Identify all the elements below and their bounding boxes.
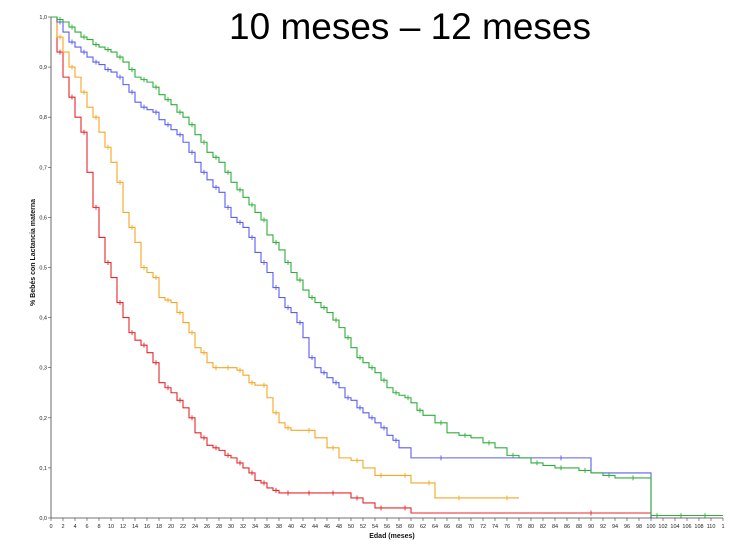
x-tick-label: 94 (612, 524, 618, 530)
y-tick-label: 0,5 (39, 266, 47, 272)
x-tick-label: 28 (216, 524, 222, 530)
y-tick-label: 0,7 (39, 165, 47, 171)
x-tick-label: 32 (240, 524, 246, 530)
x-tick-label: 50 (348, 524, 354, 530)
x-tick-label: 12 (120, 524, 126, 530)
series-line-1 (51, 16, 652, 518)
x-tick-label: 80 (528, 524, 534, 530)
x-tick-label: 26 (204, 524, 210, 530)
y-tick-label: 0,1 (39, 466, 47, 472)
x-tick-label: 1 (721, 524, 724, 530)
chart-title: 10 meses – 12 meses (229, 6, 591, 47)
x-tick-label: 18 (156, 524, 162, 530)
x-tick-label: 62 (420, 524, 426, 530)
x-tick-label: 92 (600, 524, 606, 530)
x-tick-label: 66 (444, 524, 450, 530)
x-tick-label: 82 (540, 524, 546, 530)
x-tick-label: 42 (300, 524, 306, 530)
x-tick-label: 104 (670, 524, 679, 530)
x-tick-label: 30 (228, 524, 234, 530)
y-axis-title: % Bebés con Lactancia materna (30, 199, 37, 306)
x-tick-label: 88 (576, 524, 582, 530)
x-tick-label: 68 (456, 524, 462, 530)
x-tick-label: 64 (432, 524, 438, 530)
x-tick-label: 38 (276, 524, 282, 530)
series-layer (51, 16, 723, 518)
x-tick-label: 36 (264, 524, 270, 530)
x-tick-label: 16 (144, 524, 150, 530)
x-tick-label: 60 (408, 524, 414, 530)
x-tick-label: 96 (624, 524, 630, 530)
x-tick-label: 84 (552, 524, 558, 530)
y-tick-label: 0,3 (39, 366, 47, 372)
x-tick-label: 106 (682, 524, 691, 530)
x-tick-label: 46 (324, 524, 330, 530)
x-tick-label: 40 (288, 524, 294, 530)
x-tick-label: 52 (360, 524, 366, 530)
x-tick-label: 8 (97, 524, 100, 530)
x-axis: 0 2 4 6 8 10 12 14 16 18 20 22 24 26 28 30 32 34 36 38 40 42 4… (49, 517, 725, 530)
x-tick-label: 110 (707, 524, 716, 530)
x-tick-label: 10 (108, 524, 114, 530)
x-tick-label: 48 (336, 524, 342, 530)
x-tick-label: 6 (85, 524, 88, 530)
x-tick-label: 4 (73, 524, 76, 530)
x-tick-label: 34 (252, 524, 258, 530)
y-tick-label: 0,2 (39, 416, 47, 422)
x-tick-label: 56 (384, 524, 390, 530)
x-tick-label: 54 (372, 524, 378, 530)
x-tick-label: 98 (636, 524, 642, 530)
x-tick-label: 14 (132, 524, 138, 530)
y-tick-label: 0,4 (39, 316, 47, 322)
x-tick-label: 20 (168, 524, 174, 530)
y-tick-label: 0,8 (39, 115, 47, 121)
y-tick-label: 1,0 (39, 15, 47, 21)
y-axis: 0,0 0,1 0,2 0,3 0,4 0,5 0,6 0,7 0,8 0,9 1,0 (39, 15, 52, 522)
x-tick-label: 2 (61, 524, 64, 530)
x-axis-title: Edad (meses) (369, 533, 415, 540)
x-tick-label: 90 (588, 524, 594, 530)
x-tick-label: 76 (504, 524, 510, 530)
x-tick-label: 58 (396, 524, 402, 530)
x-tick-label: 86 (564, 524, 570, 530)
x-tick-label: 44 (312, 524, 318, 530)
y-tick-label: 0,9 (39, 65, 47, 71)
y-tick-label: 0,0 (39, 516, 47, 522)
x-tick-label: 70 (468, 524, 474, 530)
y-tick-label: 0,6 (39, 215, 47, 221)
series-line-3 (51, 16, 652, 518)
x-tick-label: 24 (192, 524, 198, 530)
x-tick-label: 108 (694, 524, 703, 530)
x-tick-label: 74 (492, 524, 498, 530)
x-tick-label: 72 (480, 524, 486, 530)
x-tick-label: 78 (516, 524, 522, 530)
x-tick-label: 102 (658, 524, 667, 530)
x-tick-label: 22 (180, 524, 186, 530)
x-tick-label: 100 (646, 524, 655, 530)
series-line-4 (51, 16, 723, 517)
x-tick-label: 0 (49, 524, 52, 530)
series-line-2 (51, 16, 519, 499)
